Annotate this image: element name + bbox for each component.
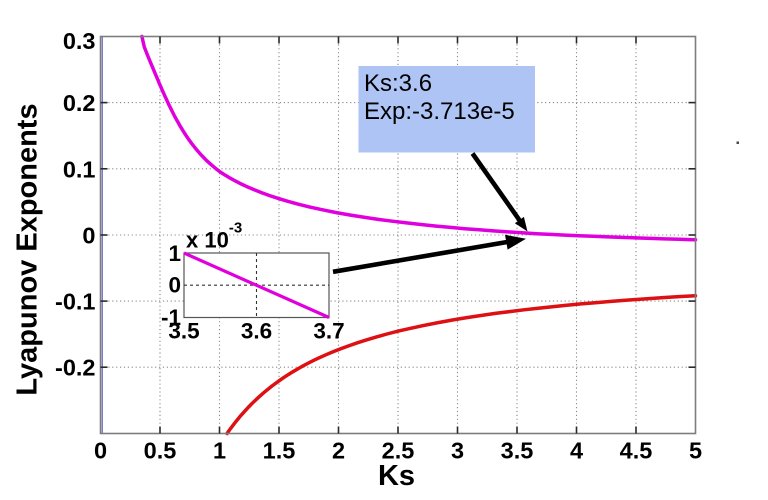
svg-text:5: 5: [689, 438, 702, 464]
svg-text:Ks:3.6: Ks:3.6: [364, 70, 432, 97]
svg-text:0.1: 0.1: [63, 156, 96, 182]
svg-text:3.6: 3.6: [241, 319, 272, 344]
svg-text:3.5: 3.5: [168, 319, 199, 344]
svg-text:Exp:-3.713e-5: Exp:-3.713e-5: [364, 98, 515, 125]
svg-text:0.5: 0.5: [144, 438, 177, 464]
svg-text:4.5: 4.5: [620, 438, 653, 464]
svg-text:0: 0: [94, 438, 107, 464]
svg-text:0: 0: [168, 273, 181, 298]
svg-text:-0.2: -0.2: [55, 355, 96, 381]
svg-text:4: 4: [570, 438, 583, 464]
svg-text:-1: -1: [161, 305, 181, 330]
svg-text:3: 3: [451, 438, 464, 464]
svg-text:3.5: 3.5: [501, 438, 534, 464]
svg-text:1: 1: [213, 438, 226, 464]
svg-text:0.2: 0.2: [63, 90, 96, 116]
svg-text:Lyapunov Exponents: Lyapunov Exponents: [12, 103, 44, 395]
svg-text:Ks: Ks: [378, 460, 415, 492]
svg-text:3.7: 3.7: [313, 319, 344, 344]
svg-text:1: 1: [168, 241, 181, 266]
svg-text:2: 2: [332, 438, 345, 464]
svg-text:1.5: 1.5: [263, 438, 296, 464]
svg-text:-0.1: -0.1: [55, 289, 96, 315]
svg-text:0.3: 0.3: [63, 28, 96, 54]
svg-text:0: 0: [82, 223, 95, 249]
svg-text:2.5: 2.5: [382, 438, 415, 464]
